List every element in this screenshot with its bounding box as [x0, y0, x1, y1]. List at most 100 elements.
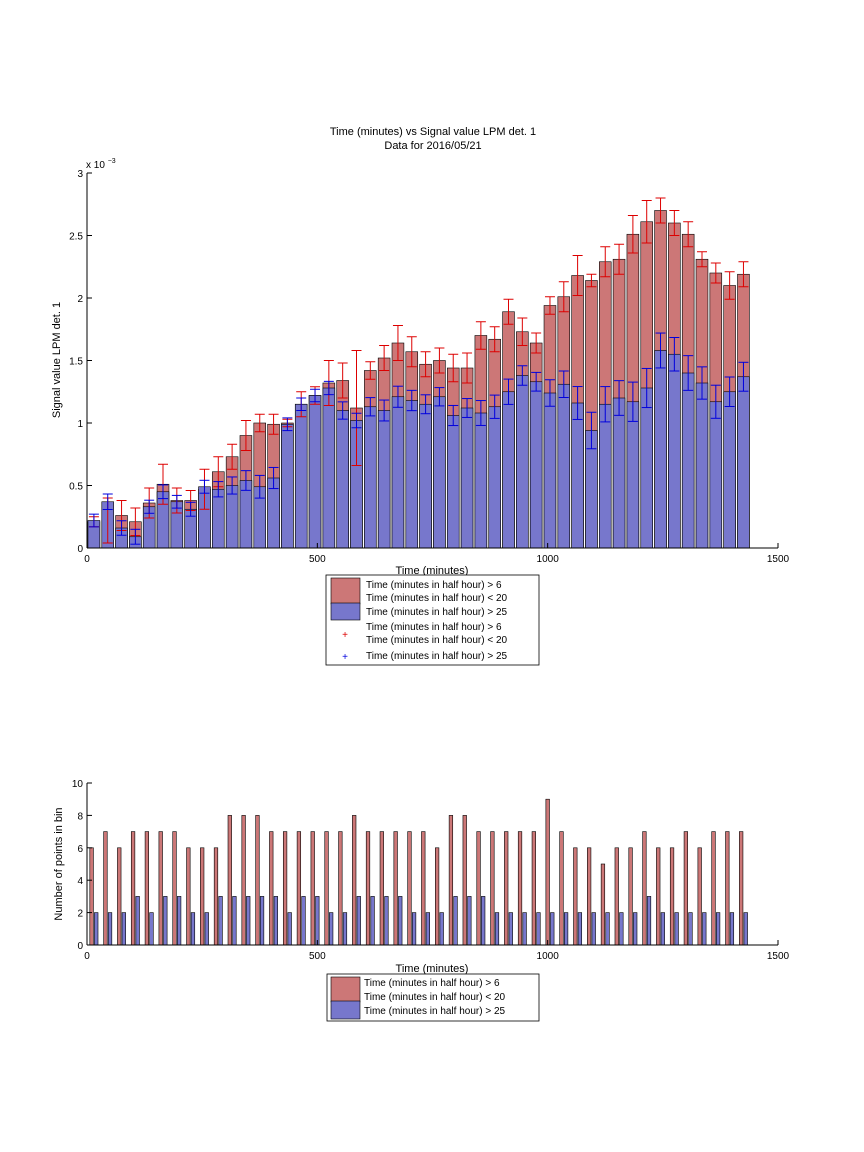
bar-series1 — [393, 831, 398, 946]
errorbar-series1 — [669, 210, 680, 236]
bar-series1 — [725, 831, 730, 946]
bar-series2 — [591, 912, 596, 946]
legend-box — [326, 973, 540, 1022]
errorbar-series2 — [614, 380, 625, 416]
bar-series1 — [144, 831, 149, 946]
y-exponent-power: −3 — [108, 158, 116, 165]
errorbar-series2 — [379, 399, 390, 422]
bar-series2 — [494, 912, 500, 946]
bar-series1 — [365, 831, 371, 946]
errorbar-series1 — [462, 352, 473, 384]
y-tick-label: 4 — [77, 876, 83, 887]
errorbar-series1 — [724, 271, 735, 300]
bar-series2 — [377, 410, 391, 549]
errorbar-series1 — [351, 350, 362, 466]
legend-swatch-series1 — [330, 577, 361, 605]
bar-series2 — [246, 896, 251, 946]
bar-series2 — [599, 403, 612, 549]
y-axis-label: Number of points in bin — [53, 807, 65, 920]
y-tick-label: 2 — [77, 909, 83, 920]
errorbar-series2 — [365, 397, 376, 417]
bar-series2 — [633, 912, 638, 946]
errorbar-series1 — [738, 261, 749, 288]
x-tick-label: 500 — [309, 951, 326, 962]
errorbar-series1 — [627, 215, 638, 254]
y-tick-label: 0 — [77, 941, 83, 952]
bar-series1 — [89, 847, 94, 946]
x-axis-label: Time (minutes) — [396, 963, 469, 975]
bar-series1 — [435, 847, 440, 946]
bar-series2 — [411, 912, 417, 946]
errorbar-series2 — [517, 365, 528, 386]
bar-series2 — [177, 896, 182, 946]
legend-label-3: Time (minutes in half hour) > 25 — [366, 607, 508, 618]
bar-series1 — [504, 831, 509, 946]
bar-series1 — [628, 847, 633, 946]
bar-series2 — [557, 383, 571, 549]
bar-series2 — [273, 896, 278, 946]
bar-series1 — [282, 831, 288, 946]
errorbar-series2 — [600, 386, 611, 423]
legend-label-2: Time (minutes in half hour) < 20 — [364, 992, 506, 1003]
series2-errorbars — [88, 332, 749, 545]
bar-series2 — [502, 391, 515, 549]
bar-series1 — [158, 831, 163, 946]
errorbar-series2 — [475, 400, 486, 426]
bar-series2 — [294, 403, 308, 549]
legend-label-1: Time (minutes in half hour) > 6 — [366, 580, 502, 591]
bar-series2 — [225, 485, 239, 549]
y-tick-label: 0.5 — [69, 482, 83, 493]
errorbar-series1 — [406, 336, 417, 368]
bar-series2 — [232, 896, 237, 946]
legend-label-6: Time (minutes in half hour) > 25 — [366, 651, 508, 662]
errorbar-series2 — [572, 386, 583, 420]
chart-title-line1: Time (minutes) vs Signal value LPM det. … — [330, 126, 536, 138]
bar-series1 — [352, 815, 357, 946]
errorbar-series2 — [144, 499, 155, 514]
bar-series2 — [681, 372, 695, 549]
errorbar-series2 — [669, 337, 680, 372]
errorbar-series2 — [392, 385, 403, 408]
errorbar-series1 — [683, 221, 694, 248]
bar-series1 — [117, 847, 122, 946]
errorbar-series1 — [392, 325, 403, 361]
legend-label-5: Time (minutes in half hour) < 20 — [366, 635, 508, 646]
bar-series2 — [425, 912, 430, 946]
errorbar-series1 — [489, 326, 500, 353]
bar-series2 — [729, 912, 735, 946]
errorbar-series2 — [655, 332, 666, 369]
errorbar-series2 — [323, 380, 334, 396]
bar-series2 — [674, 912, 679, 946]
bar-series1 — [462, 815, 467, 946]
y-tick-label: 2 — [77, 294, 83, 305]
bar-series2 — [723, 391, 736, 549]
errorbar-series2 — [710, 384, 721, 419]
errorbar-series2 — [489, 394, 500, 419]
bar-series2 — [453, 896, 458, 946]
errorbar-series1 — [600, 246, 611, 278]
errorbar-series1 — [655, 197, 666, 224]
bar-series1 — [711, 831, 716, 946]
y-tick-label: 8 — [77, 811, 83, 822]
x-tick-label: 500 — [309, 554, 326, 565]
errorbar-series2 — [88, 513, 99, 528]
bar-series2 — [550, 912, 555, 946]
errorbar-series2 — [531, 371, 542, 392]
bar-series2 — [695, 382, 709, 549]
bar-series1 — [379, 831, 384, 946]
errorbar-series2 — [544, 379, 555, 407]
errorbar-series1 — [379, 345, 390, 371]
legend-marker-blue-plus: + — [342, 652, 348, 663]
bar-series2 — [612, 397, 626, 549]
errorbar-series1 — [544, 296, 555, 315]
bar-series2 — [94, 912, 99, 946]
y-exponent: x 10 −3 — [86, 158, 116, 171]
bar-series1 — [172, 831, 177, 946]
errorbar-series2 — [462, 398, 473, 418]
bar-series2 — [121, 912, 126, 946]
errorbar-series1 — [420, 351, 431, 378]
bar-series2 — [336, 410, 349, 549]
legend-label-1: Time (minutes in half hour) > 6 — [364, 978, 500, 989]
chart-title-line2: Data for 2016/05/21 — [384, 140, 481, 152]
